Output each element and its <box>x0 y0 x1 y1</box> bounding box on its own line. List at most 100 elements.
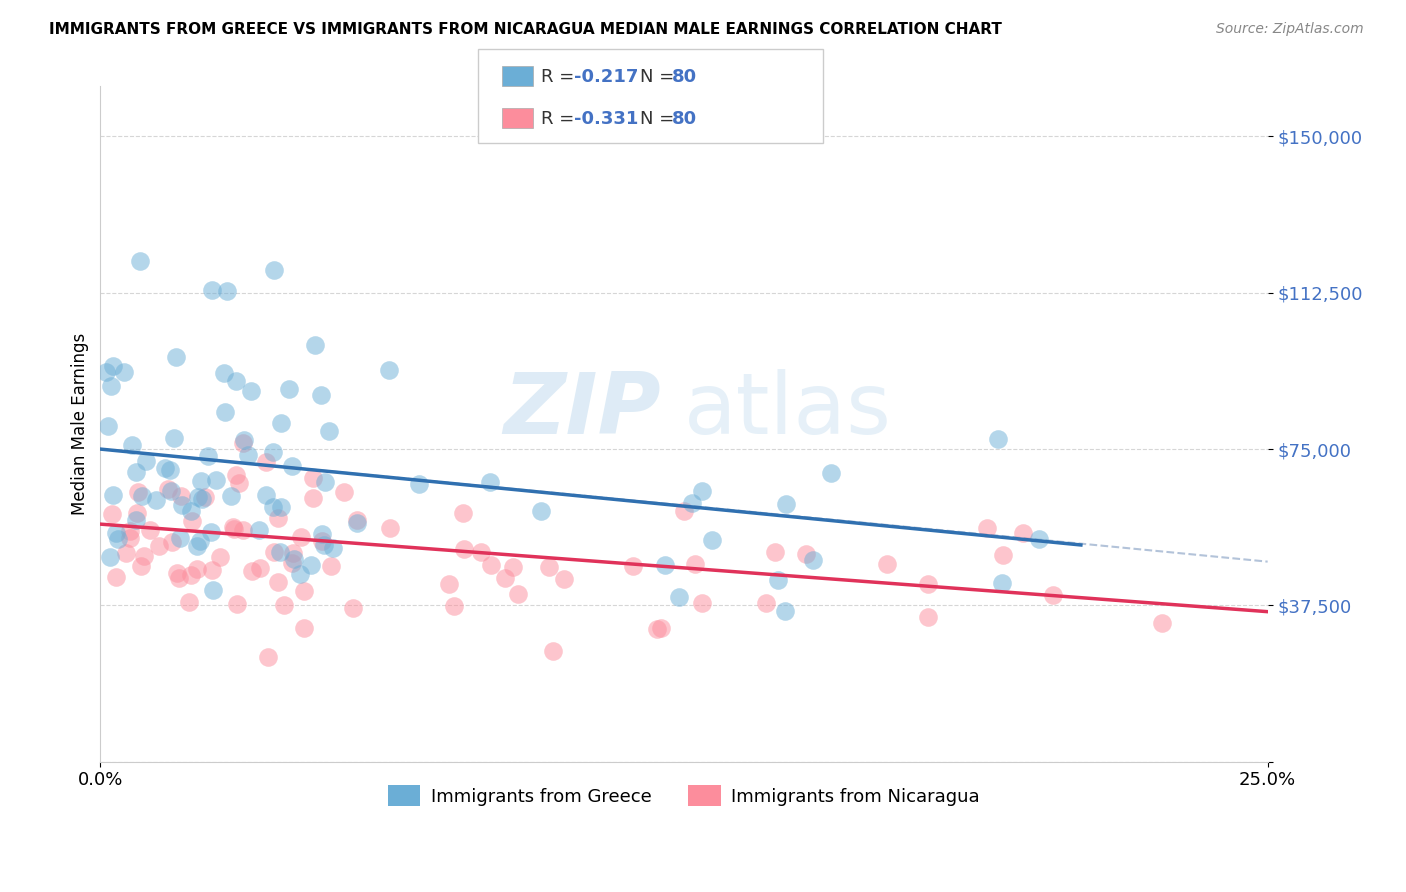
Point <box>191 492 214 507</box>
Point <box>104 570 127 584</box>
Point <box>129 558 152 573</box>
Text: 80: 80 <box>672 68 697 86</box>
Point <box>541 644 564 658</box>
Point <box>118 531 141 545</box>
Point <box>322 541 344 555</box>
Point <box>681 496 703 510</box>
Point <box>127 484 149 499</box>
Point <box>225 467 247 482</box>
Point <box>131 489 153 503</box>
Point <box>1150 616 1173 631</box>
Point <box>201 582 224 597</box>
Point <box>530 504 553 518</box>
Point <box>167 571 190 585</box>
Point <box>205 473 228 487</box>
Point <box>773 604 796 618</box>
Point <box>1011 526 1033 541</box>
Point <box>270 416 292 430</box>
Point <box>685 557 707 571</box>
Point <box>437 576 460 591</box>
Point <box>690 597 713 611</box>
Point <box>125 465 148 479</box>
Text: -0.331: -0.331 <box>574 110 638 128</box>
Point <box>256 649 278 664</box>
Point <box>187 491 209 505</box>
Point <box>100 508 122 522</box>
Point <box>179 595 201 609</box>
Point <box>270 500 292 514</box>
Point <box>247 523 270 537</box>
Point <box>254 488 277 502</box>
Point <box>342 601 364 615</box>
Point <box>112 365 135 379</box>
Point <box>917 577 939 591</box>
Point <box>186 539 208 553</box>
Point <box>277 382 299 396</box>
Point <box>478 475 501 489</box>
Point <box>346 516 368 530</box>
Point <box>127 506 149 520</box>
Point <box>332 484 354 499</box>
Point <box>702 533 724 548</box>
Point <box>224 522 246 536</box>
Point <box>262 500 284 514</box>
Point <box>107 533 129 547</box>
Point <box>986 432 1008 446</box>
Point <box>170 498 193 512</box>
Text: ZIP: ZIP <box>503 369 661 452</box>
Y-axis label: Median Male Earnings: Median Male Earnings <box>72 333 89 516</box>
Point <box>101 488 124 502</box>
Text: Source: ZipAtlas.com: Source: ZipAtlas.com <box>1216 22 1364 37</box>
Point <box>378 521 401 535</box>
Point <box>263 262 285 277</box>
Point <box>228 475 250 490</box>
Point <box>166 566 188 581</box>
Point <box>408 476 430 491</box>
Point <box>290 531 312 545</box>
Point <box>1042 588 1064 602</box>
Point <box>288 566 311 581</box>
Point <box>302 471 325 485</box>
Point <box>377 363 399 377</box>
Point <box>190 474 212 488</box>
Point <box>94 365 117 379</box>
Point <box>180 567 202 582</box>
Point <box>775 497 797 511</box>
Point <box>135 453 157 467</box>
Point <box>139 523 162 537</box>
Text: N =: N = <box>640 68 679 86</box>
Point <box>311 526 333 541</box>
Point <box>453 506 475 520</box>
Point <box>105 526 128 541</box>
Point <box>118 524 141 539</box>
Point <box>267 575 290 590</box>
Point <box>160 534 183 549</box>
Point <box>262 445 284 459</box>
Point <box>794 547 817 561</box>
Point <box>318 424 340 438</box>
Point <box>991 575 1014 590</box>
Point <box>155 461 177 475</box>
Point <box>200 283 222 297</box>
Point <box>101 359 124 373</box>
Point <box>281 458 304 473</box>
Point <box>443 599 465 613</box>
Text: atlas: atlas <box>683 369 891 452</box>
Text: R =: R = <box>541 68 581 86</box>
Point <box>214 366 236 380</box>
Point <box>494 571 516 585</box>
Point <box>125 512 148 526</box>
Point <box>801 553 824 567</box>
Point <box>267 511 290 525</box>
Point <box>169 489 191 503</box>
Point <box>991 548 1014 562</box>
Point <box>672 503 695 517</box>
Point <box>236 448 259 462</box>
Point <box>768 573 790 587</box>
Point <box>470 544 492 558</box>
Point <box>209 550 232 565</box>
Point <box>221 489 243 503</box>
Point <box>214 405 236 419</box>
Point <box>100 379 122 393</box>
Point <box>976 521 998 535</box>
